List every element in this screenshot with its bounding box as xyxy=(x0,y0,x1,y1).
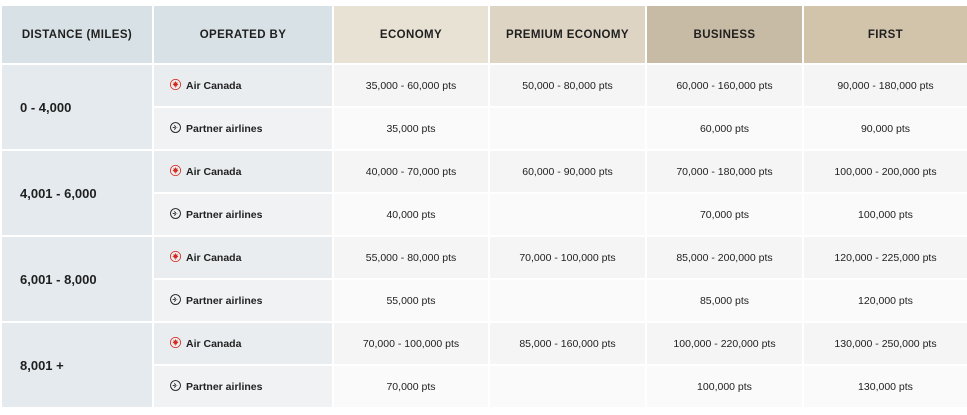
points-cell-economy: 40,000 - 70,000 pts xyxy=(334,151,488,192)
operator-partner-airlines: Partner airlines xyxy=(154,280,332,321)
points-cell-business: 70,000 - 180,000 pts xyxy=(647,151,802,192)
maple-leaf-icon xyxy=(170,336,181,351)
header-economy: ECONOMY xyxy=(334,6,488,63)
operator-air-canada: Air Canada xyxy=(154,237,332,278)
points-cell-premium-economy xyxy=(490,366,645,407)
header-distance: DISTANCE (MILES) xyxy=(2,6,152,63)
table-row: 0 - 4,000 Air Canada 35,000 - 60,000 pts 50… xyxy=(2,65,967,149)
table-row: Partner airlines 55,000 pts 85,000 pts 120,… xyxy=(2,280,967,321)
points-cell-business: 85,000 - 200,000 pts xyxy=(647,237,802,278)
table-row: 8,001 + Air Canada 70,000 - 100,000 pts 85,… xyxy=(2,323,967,407)
operator-partner-airlines: Partner airlines xyxy=(154,366,332,407)
distance-band: 0 - 4,000 xyxy=(2,65,152,149)
plane-circle-icon xyxy=(170,207,181,222)
points-cell-business: 60,000 pts xyxy=(647,108,802,149)
maple-leaf-icon xyxy=(170,78,181,93)
operator-label: Partner airlines xyxy=(186,122,263,135)
header-row: DISTANCE (MILES) OPERATED BY ECONOMY PRE… xyxy=(2,6,967,63)
points-cell-first: 90,000 - 180,000 pts xyxy=(804,65,967,106)
operator-air-canada: Air Canada xyxy=(154,65,332,106)
distance-band: 4,001 - 6,000 xyxy=(2,151,152,235)
operator-label: Air Canada xyxy=(186,337,242,350)
points-cell-business: 100,000 pts xyxy=(647,366,802,407)
header-business: BUSINESS xyxy=(647,6,802,63)
points-cell-premium-economy: 50,000 - 80,000 pts xyxy=(490,65,645,106)
points-cell-premium-economy: 70,000 - 100,000 pts xyxy=(490,237,645,278)
points-cell-first: 130,000 - 250,000 pts xyxy=(804,323,967,364)
points-cell-economy: 70,000 pts xyxy=(334,366,488,407)
header-operated-by: OPERATED BY xyxy=(154,6,332,63)
table-row: Partner airlines 70,000 pts 100,000 pts 130… xyxy=(2,366,967,407)
maple-leaf-icon xyxy=(170,164,181,179)
table-row: Partner airlines 40,000 pts 70,000 pts 100,… xyxy=(2,194,967,235)
plane-circle-icon xyxy=(170,121,181,136)
operator-partner-airlines: Partner airlines xyxy=(154,194,332,235)
operator-label: Air Canada xyxy=(186,79,242,92)
header-premium-economy: PREMIUM ECONOMY xyxy=(490,6,645,63)
points-cell-business: 85,000 pts xyxy=(647,280,802,321)
plane-circle-icon xyxy=(170,379,181,394)
points-cell-first: 90,000 pts xyxy=(804,108,967,149)
points-cell-economy: 35,000 - 60,000 pts xyxy=(334,65,488,106)
table-row: 6,001 - 8,000 Air Canada 55,000 - 80,000 p… xyxy=(2,237,967,321)
table-row: 4,001 - 6,000 Air Canada 40,000 - 70,000 p… xyxy=(2,151,967,235)
header-first: FIRST xyxy=(804,6,967,63)
operator-label: Air Canada xyxy=(186,165,242,178)
operator-label: Partner airlines xyxy=(186,208,263,221)
points-cell-economy: 40,000 pts xyxy=(334,194,488,235)
points-cell-economy: 70,000 - 100,000 pts xyxy=(334,323,488,364)
points-cell-economy: 35,000 pts xyxy=(334,108,488,149)
points-cell-premium-economy: 85,000 - 160,000 pts xyxy=(490,323,645,364)
operator-air-canada: Air Canada xyxy=(154,151,332,192)
points-cell-first: 100,000 pts xyxy=(804,194,967,235)
points-cell-business: 70,000 pts xyxy=(647,194,802,235)
operator-label: Partner airlines xyxy=(186,380,263,393)
table-row: Partner airlines 35,000 pts 60,000 pts 90,0… xyxy=(2,108,967,149)
operator-label: Partner airlines xyxy=(186,294,263,307)
points-cell-economy: 55,000 pts xyxy=(334,280,488,321)
operator-air-canada: Air Canada xyxy=(154,323,332,364)
award-chart-table: DISTANCE (MILES) OPERATED BY ECONOMY PRE… xyxy=(0,4,967,409)
points-cell-premium-economy: 60,000 - 90,000 pts xyxy=(490,151,645,192)
points-cell-business: 60,000 - 160,000 pts xyxy=(647,65,802,106)
points-cell-premium-economy xyxy=(490,108,645,149)
plane-circle-icon xyxy=(170,293,181,308)
points-cell-premium-economy xyxy=(490,280,645,321)
maple-leaf-icon xyxy=(170,250,181,265)
points-cell-first: 130,000 pts xyxy=(804,366,967,407)
distance-band: 8,001 + xyxy=(2,323,152,407)
points-cell-first: 100,000 - 200,000 pts xyxy=(804,151,967,192)
points-cell-first: 120,000 - 225,000 pts xyxy=(804,237,967,278)
points-cell-premium-economy xyxy=(490,194,645,235)
operator-partner-airlines: Partner airlines xyxy=(154,108,332,149)
operator-label: Air Canada xyxy=(186,251,242,264)
distance-band: 6,001 - 8,000 xyxy=(2,237,152,321)
points-cell-business: 100,000 - 220,000 pts xyxy=(647,323,802,364)
points-cell-first: 120,000 pts xyxy=(804,280,967,321)
points-cell-economy: 55,000 - 80,000 pts xyxy=(334,237,488,278)
